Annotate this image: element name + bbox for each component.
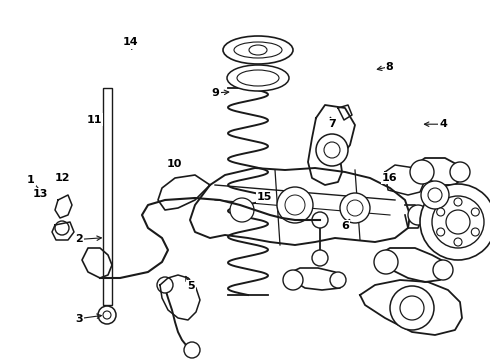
Text: 2: 2 [75, 234, 83, 244]
Text: 15: 15 [257, 192, 272, 202]
Circle shape [446, 210, 470, 234]
Circle shape [324, 142, 340, 158]
Ellipse shape [234, 42, 282, 58]
Circle shape [437, 208, 445, 216]
Circle shape [433, 260, 453, 280]
Circle shape [283, 270, 303, 290]
Ellipse shape [223, 36, 293, 64]
Circle shape [277, 187, 313, 223]
Text: 16: 16 [382, 173, 397, 183]
Text: 7: 7 [328, 119, 336, 129]
Bar [102, 88, 112, 305]
Text: 11: 11 [87, 114, 102, 125]
Circle shape [471, 228, 479, 236]
Text: 9: 9 [212, 88, 220, 98]
Ellipse shape [237, 70, 279, 86]
Text: 1: 1 [27, 175, 35, 185]
Circle shape [98, 306, 116, 324]
Circle shape [316, 134, 348, 166]
Circle shape [410, 160, 434, 184]
Circle shape [420, 184, 490, 260]
Ellipse shape [227, 65, 289, 91]
Circle shape [230, 198, 254, 222]
Circle shape [437, 228, 445, 236]
Circle shape [374, 250, 398, 274]
Circle shape [184, 342, 200, 358]
Circle shape [347, 200, 363, 216]
Circle shape [432, 196, 484, 248]
Circle shape [454, 238, 462, 246]
Circle shape [285, 195, 305, 215]
Text: 14: 14 [123, 37, 139, 48]
Circle shape [157, 277, 173, 293]
Text: 3: 3 [75, 314, 83, 324]
Text: 4: 4 [440, 119, 447, 129]
Text: 13: 13 [32, 189, 48, 199]
Circle shape [450, 162, 470, 182]
Circle shape [55, 221, 69, 235]
Text: 8: 8 [386, 62, 393, 72]
Circle shape [390, 286, 434, 330]
Circle shape [312, 212, 328, 228]
Text: 5: 5 [187, 281, 195, 291]
Circle shape [428, 188, 442, 202]
Circle shape [312, 250, 328, 266]
Circle shape [400, 296, 424, 320]
Circle shape [421, 181, 449, 209]
Text: 12: 12 [55, 173, 71, 183]
Circle shape [471, 208, 479, 216]
Circle shape [103, 311, 111, 319]
Circle shape [330, 272, 346, 288]
Circle shape [408, 205, 428, 225]
Text: 10: 10 [166, 159, 182, 169]
Circle shape [454, 198, 462, 206]
Text: 6: 6 [342, 221, 349, 231]
Ellipse shape [249, 45, 267, 55]
Circle shape [340, 193, 370, 223]
